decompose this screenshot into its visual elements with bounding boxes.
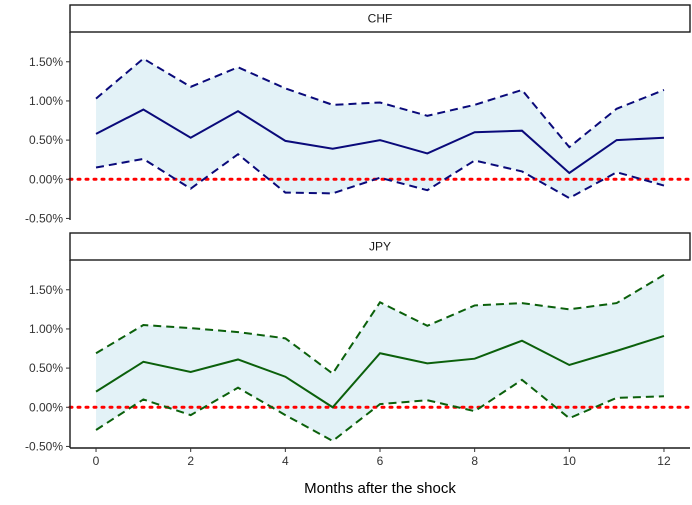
x-tick-label: 12: [657, 454, 671, 468]
x-axis-title: Months after the shock: [304, 480, 456, 497]
panel-strip-chf: [69, 4, 691, 33]
y-tick-label-chf: 1.00%: [29, 94, 63, 108]
x-tick-label: 8: [471, 454, 478, 468]
lower-bound-line-chf: [95, 152, 665, 200]
x-tick-label: 6: [377, 454, 384, 468]
panel-chf: CHF -0.50% 0.00% 0.50% 1.00% 1.50%: [25, 4, 692, 225]
y-tick-label-jpy: -0.50%: [25, 439, 63, 453]
estimate-line-chf: [95, 108, 665, 175]
panel-strip-label-jpy: JPY: [369, 240, 391, 254]
y-tick-label-jpy: 0.00%: [29, 400, 63, 414]
x-tick-label: 0: [93, 454, 100, 468]
y-tick-label-jpy: 0.50%: [29, 361, 63, 375]
upper-bound-line-chf: [95, 57, 665, 149]
y-tick-label-chf: 1.50%: [29, 55, 63, 69]
y-tick-label-jpy: 1.00%: [29, 322, 63, 336]
confidence-band-chf: [96, 58, 664, 199]
estimate-line-jpy: [95, 335, 665, 409]
x-tick-label: 2: [187, 454, 194, 468]
y-tick-label-chf: -0.50%: [25, 211, 63, 225]
y-tick-label-chf: 0.00%: [29, 172, 63, 186]
lower-bound-line-jpy: [95, 378, 665, 443]
panel-strip-jpy: [69, 232, 691, 261]
panel-jpy: JPY -0.50% 0.00% 0.50% 1.00% 1.50%: [25, 232, 692, 453]
confidence-band-jpy: [96, 274, 664, 441]
upper-bound-line-jpy: [95, 274, 665, 376]
panel-strip-label-chf: CHF: [368, 12, 393, 26]
x-tick-label: 4: [282, 454, 289, 468]
y-tick-label-jpy: 1.50%: [29, 283, 63, 297]
y-tick-label-chf: 0.50%: [29, 133, 63, 147]
x-tick-label: 10: [563, 454, 577, 468]
